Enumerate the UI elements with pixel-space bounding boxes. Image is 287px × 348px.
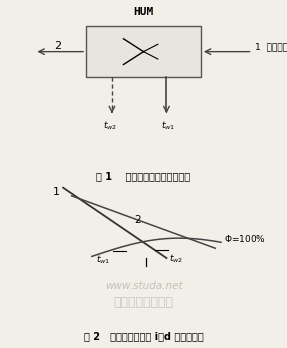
Text: www.studa.net: www.studa.net — [105, 281, 182, 291]
Text: 2: 2 — [134, 215, 141, 226]
Text: $\Phi$=100%: $\Phi$=100% — [224, 233, 266, 244]
Text: 图 2   直接蒸发冷却在 i－d 图上的表示: 图 2 直接蒸发冷却在 i－d 图上的表示 — [84, 331, 203, 341]
Text: 中国论文下载中心: 中国论文下载中心 — [113, 296, 174, 309]
Text: HUM: HUM — [133, 7, 154, 17]
Text: 1  二次空气: 1 二次空气 — [255, 42, 287, 52]
Text: 2: 2 — [54, 41, 61, 51]
Text: 1: 1 — [53, 187, 60, 197]
Text: $t_{w2}$: $t_{w2}$ — [103, 120, 118, 132]
Text: 图 1    直接蒸发冷却装置原理图: 图 1 直接蒸发冷却装置原理图 — [96, 171, 191, 181]
Text: $t_{w1}$: $t_{w1}$ — [161, 120, 175, 132]
Text: $t_{w2}$: $t_{w2}$ — [169, 252, 184, 265]
Text: $t_{w1}$: $t_{w1}$ — [96, 253, 110, 266]
Bar — [86, 26, 201, 78]
